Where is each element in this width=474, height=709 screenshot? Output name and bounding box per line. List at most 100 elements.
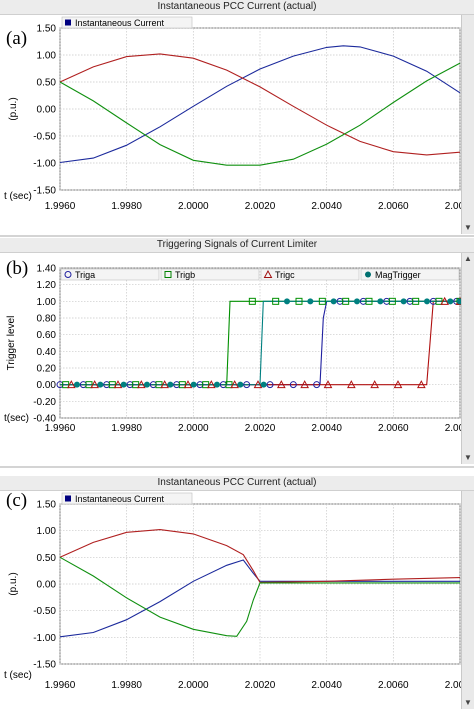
data-point bbox=[457, 298, 462, 305]
x-tick-label: 2.0020 bbox=[245, 201, 276, 212]
legend-box bbox=[160, 268, 260, 281]
legend-label: Triga bbox=[75, 270, 95, 280]
scroll-down-arrow-icon[interactable]: ▼ bbox=[464, 698, 472, 707]
data-point bbox=[370, 380, 380, 389]
y-tick-label: 0.00 bbox=[37, 580, 57, 591]
x-tick-label: 2.0000 bbox=[178, 680, 209, 691]
data-point bbox=[214, 381, 220, 388]
data-point bbox=[113, 380, 123, 389]
chart-c-scrollbar[interactable]: ▼ bbox=[461, 491, 474, 709]
data-point bbox=[260, 381, 267, 388]
chart-b-scrollbar[interactable]: ▲ ▼ bbox=[461, 253, 474, 464]
chart-b-svg: 1.40 1.20 1.00 0.80 0.60 0.40 0.20 0.00 -0.20 -0.… bbox=[4, 264, 462, 434]
x-tick-label: 2.0020 bbox=[245, 680, 276, 691]
data-point bbox=[230, 380, 240, 389]
data-point bbox=[237, 381, 244, 388]
y-tick-label: 0.80 bbox=[37, 314, 57, 325]
data-point bbox=[62, 381, 70, 389]
data-point bbox=[330, 298, 337, 305]
data-point bbox=[266, 381, 274, 389]
scroll-down-arrow-icon[interactable]: ▼ bbox=[464, 453, 472, 462]
legend: Instantaneous Current bbox=[61, 492, 193, 505]
x-tick-label: 2.0020 bbox=[245, 423, 276, 434]
y-tick-label: -1.00 bbox=[33, 159, 56, 170]
legend: Instantaneous Current bbox=[61, 16, 193, 29]
x-tick-label: 2.0060 bbox=[378, 680, 409, 691]
panel-b-letter: (b) bbox=[6, 258, 29, 279]
data-point bbox=[400, 298, 407, 305]
data-point bbox=[132, 381, 140, 389]
y-tick-label: 1.20 bbox=[37, 280, 57, 291]
data-point bbox=[120, 381, 127, 388]
data-point bbox=[440, 296, 450, 305]
data-point bbox=[66, 380, 76, 389]
data-point bbox=[253, 380, 263, 389]
chart-a-scrollbar[interactable]: ▼ bbox=[461, 15, 474, 234]
data-point bbox=[313, 381, 321, 389]
chart-a-svg: 1.50 1.00 0.50 0.00 -0.50 -1.00 -1.50 1.9960 1.9… bbox=[4, 16, 462, 212]
data-point bbox=[144, 381, 150, 388]
panel-c-letter: (c) bbox=[6, 490, 28, 511]
data-point bbox=[276, 380, 286, 389]
y-axis-label: (p.u.) bbox=[8, 572, 19, 595]
y-tick-label: 1.00 bbox=[37, 297, 57, 308]
y-tick-label: 1.50 bbox=[37, 24, 57, 35]
y-tick-label: 0.40 bbox=[37, 347, 57, 358]
x-tick-label: 2.0040 bbox=[311, 680, 342, 691]
data-point bbox=[243, 381, 251, 389]
y-axis-label: Trigger level bbox=[6, 316, 17, 371]
separator bbox=[0, 466, 474, 468]
panel-a-letter: (a) bbox=[6, 28, 28, 49]
x-tick-label: 1.9960 bbox=[45, 680, 76, 691]
y-tick-label: 0.00 bbox=[37, 380, 57, 391]
data-point bbox=[323, 380, 333, 389]
data-point bbox=[295, 297, 303, 305]
data-point bbox=[447, 298, 454, 305]
x-tick-label: 2.0000 bbox=[178, 201, 209, 212]
data-point bbox=[136, 380, 146, 389]
x-tick-label: 2.0040 bbox=[311, 423, 342, 434]
data-point bbox=[225, 381, 233, 389]
data-point bbox=[318, 297, 326, 305]
x-tick-label: 2.0040 bbox=[311, 201, 342, 212]
y-tick-label: 0.20 bbox=[37, 364, 57, 375]
legend-marker-icon bbox=[263, 269, 273, 278]
data-point bbox=[272, 297, 280, 305]
legend-label: Instantaneous Current bbox=[75, 494, 165, 504]
separator bbox=[0, 235, 474, 237]
series-line bbox=[59, 45, 461, 164]
data-point bbox=[74, 381, 80, 388]
legend-box bbox=[260, 268, 360, 281]
data-point bbox=[160, 380, 170, 389]
legend-box bbox=[360, 268, 460, 281]
x-tick-label: 2.0080 bbox=[445, 680, 462, 691]
chart-c-title: Instantaneous PCC Current (actual) bbox=[0, 476, 474, 491]
chart-b-title: Triggering Signals of Current Limiter bbox=[0, 238, 474, 253]
legend-label: Trigc bbox=[275, 270, 295, 280]
x-tick-label: 1.9960 bbox=[45, 201, 76, 212]
x-axis-label: t (sec) bbox=[4, 670, 32, 681]
legend-label: MagTrigger bbox=[375, 270, 421, 280]
data-point bbox=[85, 381, 93, 389]
y-tick-label: 1.00 bbox=[37, 51, 57, 62]
y-tick-label: -1.50 bbox=[33, 186, 56, 197]
legend-box bbox=[61, 16, 193, 29]
x-tick-label: 2.0080 bbox=[445, 423, 462, 434]
legend-marker-icon bbox=[65, 19, 71, 26]
data-point bbox=[393, 380, 403, 389]
data-point bbox=[202, 381, 210, 389]
data-point bbox=[167, 381, 174, 388]
x-axis-label: t(sec) bbox=[4, 413, 29, 424]
x-tick-label: 2.0080 bbox=[445, 201, 462, 212]
scroll-up-arrow-icon[interactable]: ▲ bbox=[464, 254, 472, 263]
y-tick-label: 1.00 bbox=[37, 526, 57, 537]
y-tick-label: 1.40 bbox=[37, 264, 57, 275]
data-point bbox=[190, 381, 197, 388]
series-line bbox=[59, 529, 461, 583]
legend-label: Instantaneous Current bbox=[75, 18, 165, 28]
legend-box bbox=[60, 268, 160, 281]
panel-a: Instantaneous PCC Current (actual) (a) 1… bbox=[0, 0, 474, 234]
series-line bbox=[59, 53, 461, 156]
scroll-down-arrow-icon[interactable]: ▼ bbox=[464, 223, 472, 232]
data-point bbox=[388, 297, 396, 305]
